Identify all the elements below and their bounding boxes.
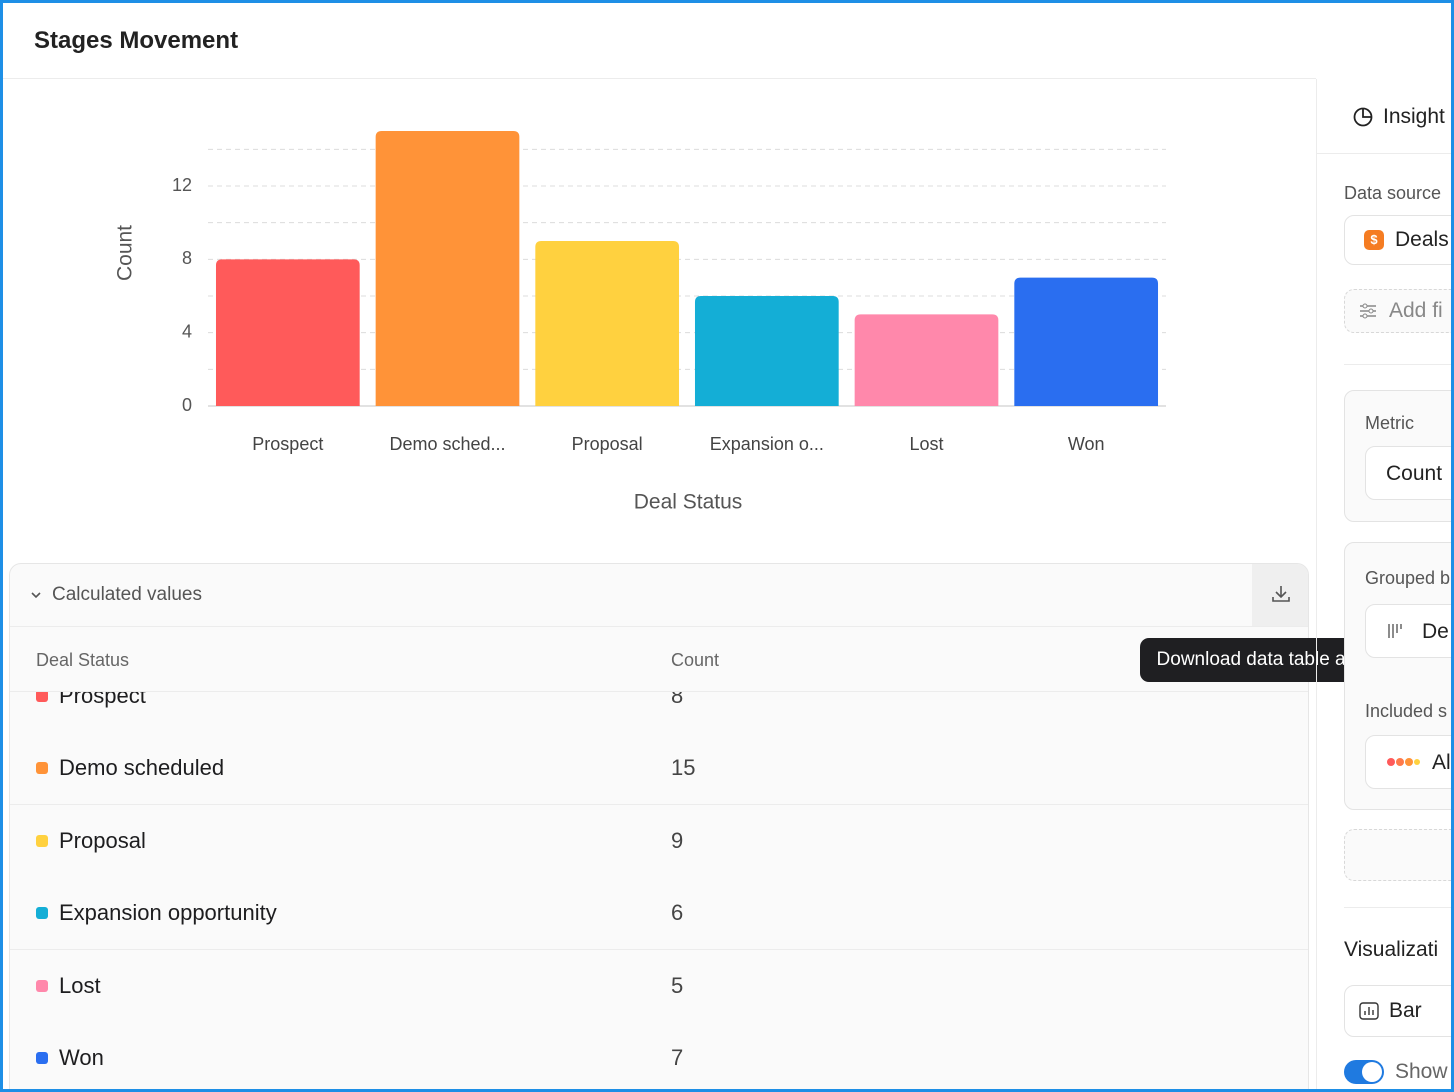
row-label: Won bbox=[59, 1045, 104, 1070]
table-row: Prospect 8 bbox=[10, 692, 1308, 733]
field-label: Included s bbox=[1365, 701, 1448, 721]
bar bbox=[375, 131, 520, 406]
bar-chart-icon bbox=[1359, 1002, 1379, 1020]
divider bbox=[1344, 907, 1451, 908]
bar bbox=[215, 259, 360, 406]
sidebar-header: Insight bbox=[1383, 105, 1445, 128]
field-label: Data source bbox=[1344, 183, 1442, 203]
color-dot bbox=[36, 979, 48, 992]
included-select[interactable]: Al bbox=[1365, 735, 1451, 789]
divider bbox=[3, 78, 1316, 79]
y-tick-label: 4 bbox=[182, 321, 192, 341]
color-dot bbox=[36, 1052, 48, 1064]
data-table-panel: Calculated values Deal Status Count Pros… bbox=[9, 563, 1309, 1089]
row-label: Expansion opportunity bbox=[59, 900, 277, 926]
row-count: 15 bbox=[671, 755, 696, 781]
x-tick-label: Won bbox=[1068, 434, 1105, 454]
table-body: Prospect 8 Demo scheduled 15 Proposal 9 Expans… bbox=[10, 692, 1308, 1089]
filter-icon bbox=[1360, 303, 1376, 319]
y-tick-label: 0 bbox=[182, 395, 192, 415]
included-value: Al bbox=[1432, 751, 1451, 774]
group-select[interactable]: De bbox=[1365, 604, 1451, 658]
row-label: Lost bbox=[59, 972, 101, 998]
x-tick-label: Lost bbox=[909, 434, 943, 454]
row-count: 5 bbox=[671, 972, 684, 998]
column-header[interactable]: Deal Status bbox=[36, 650, 130, 670]
visualization-value: Bar bbox=[1389, 999, 1422, 1022]
group-icon bbox=[1388, 624, 1402, 638]
row-label: Prospect bbox=[59, 692, 146, 708]
row-count: 6 bbox=[671, 900, 684, 926]
toggle-knob bbox=[1362, 1062, 1382, 1082]
row-label: Demo scheduled bbox=[59, 755, 225, 781]
table-header[interactable]: Calculated values bbox=[10, 564, 1308, 627]
table-title: Calculated values bbox=[52, 584, 202, 605]
data-source-select[interactable]: $ Deals bbox=[1344, 215, 1451, 265]
y-axis-label: Count bbox=[114, 225, 137, 281]
divider bbox=[1344, 364, 1451, 365]
table-row: Proposal 9 bbox=[10, 804, 1308, 878]
row-count: 8 bbox=[671, 692, 684, 708]
column-header[interactable]: Count bbox=[671, 650, 720, 670]
visualization-select[interactable]: Bar bbox=[1344, 985, 1451, 1037]
x-tick-label: Demo sched... bbox=[389, 434, 505, 454]
row-label: Proposal bbox=[59, 827, 146, 853]
field-label: Metric bbox=[1365, 413, 1414, 433]
grouping-card: Grouped b De Included s Al bbox=[1344, 542, 1451, 810]
x-tick-label: Proposal bbox=[572, 434, 643, 454]
table-row: Demo scheduled 15 bbox=[10, 732, 1308, 806]
toggle[interactable] bbox=[1344, 1060, 1384, 1084]
bar bbox=[535, 241, 680, 406]
metric-card: Metric Count bbox=[1344, 390, 1451, 522]
metric-value: Count bbox=[1386, 462, 1443, 485]
add-filter-text: Add fi bbox=[1389, 299, 1443, 322]
divider bbox=[1317, 153, 1451, 154]
sidebar: Insight Data source $ Deals Add fi Metri… bbox=[1316, 79, 1451, 1089]
group-value: De bbox=[1422, 620, 1449, 643]
page-title: Stages Movement bbox=[34, 27, 239, 54]
table-row: Lost 5 bbox=[10, 949, 1308, 1023]
toggle-label: Show bbox=[1395, 1060, 1448, 1083]
bar bbox=[854, 314, 999, 406]
deals-icon: $ bbox=[1364, 230, 1384, 250]
y-tick-label: 8 bbox=[182, 248, 192, 268]
section-label: Visualizati bbox=[1344, 938, 1439, 961]
table-row: Won 7 bbox=[10, 1022, 1308, 1089]
x-tick-label: Expansion o... bbox=[710, 434, 824, 454]
x-axis-label: Deal Status bbox=[634, 491, 743, 514]
y-tick-label: 12 bbox=[172, 175, 192, 195]
row-count: 9 bbox=[671, 827, 684, 853]
download-button[interactable] bbox=[1252, 564, 1308, 626]
color-dot bbox=[36, 692, 48, 702]
color-dot bbox=[36, 762, 48, 775]
stages-dots-icon bbox=[1387, 758, 1420, 766]
x-tick-label: Prospect bbox=[252, 434, 323, 454]
color-dot bbox=[36, 834, 48, 847]
add-filter-button[interactable]: Add fi bbox=[1344, 289, 1451, 333]
column-header-row: Deal Status Count bbox=[10, 627, 1308, 692]
metric-select[interactable]: Count bbox=[1365, 446, 1451, 500]
table-row: Expansion opportunity 6 bbox=[10, 877, 1308, 951]
data-source-value: Deals bbox=[1395, 228, 1449, 251]
row-count: 7 bbox=[671, 1045, 684, 1070]
color-dot bbox=[36, 907, 48, 920]
download-icon bbox=[1272, 586, 1290, 602]
bar bbox=[694, 296, 839, 406]
field-label: Grouped b bbox=[1365, 568, 1451, 588]
chart: 0 4 8 12 Count Deal Status Prospect Demo sched.… bbox=[114, 131, 1166, 514]
bar bbox=[1014, 277, 1159, 406]
chevron-icon bbox=[31, 592, 41, 599]
insight-icon bbox=[1353, 107, 1373, 127]
add-button[interactable] bbox=[1344, 829, 1451, 881]
